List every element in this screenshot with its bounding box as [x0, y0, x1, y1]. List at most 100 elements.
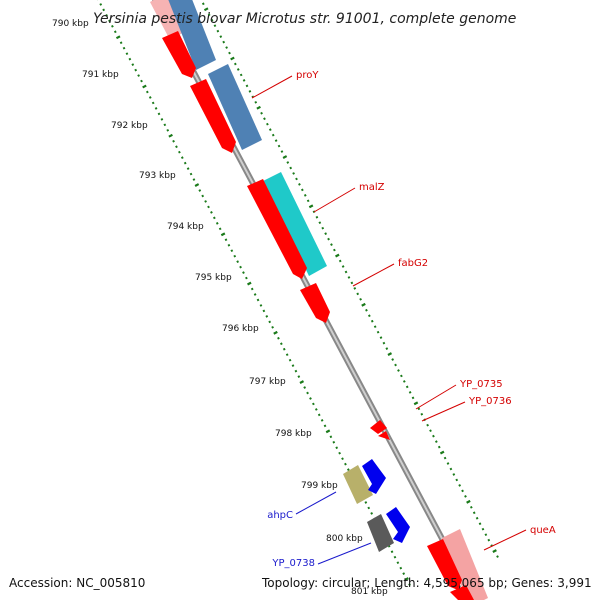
gene-arrow-YP_0738[interactable]	[386, 507, 410, 543]
gene-label-ahpc[interactable]: ahpC	[267, 510, 293, 521]
steelblue-feature-1[interactable]	[166, 0, 216, 70]
inner-tick-mark	[303, 386, 307, 389]
inner-tick-mark	[227, 243, 231, 247]
outer-tick-mark	[455, 478, 459, 482]
gene-label-yp_0738[interactable]: YP_0738	[271, 558, 315, 569]
pink-feature-queA[interactable]	[442, 529, 488, 600]
inner-tick-mark	[108, 19, 111, 23]
steelblue-feature-2[interactable]	[208, 64, 262, 150]
outer-tick-mark	[487, 538, 491, 542]
outer-tick-mark	[274, 139, 278, 142]
outer-tick-mark	[466, 499, 471, 504]
tick-label: 795 kbp	[195, 273, 232, 283]
outer-tick-mark	[382, 341, 386, 345]
outer-tick-mark	[333, 248, 336, 252]
inner-tick-mark	[239, 265, 242, 269]
feature-track-reverse	[343, 459, 410, 552]
outer-tick-mark	[222, 40, 226, 44]
inner-tick-mark	[113, 30, 117, 34]
outer-tick-mark	[400, 374, 403, 378]
inner-tick-mark	[273, 330, 278, 335]
outer-tick-mark	[315, 215, 319, 219]
inner-tick-mark	[402, 572, 406, 575]
outer-tick-mark	[405, 385, 409, 389]
outer-tick-mark	[201, 2, 205, 6]
inner-tick-mark	[189, 172, 193, 176]
genome-summary: Topology: circular; Length: 4,595,065 bp…	[261, 576, 592, 590]
outer-tick-mark	[481, 527, 485, 531]
inner-tick-mark	[312, 402, 315, 406]
cyan-feature-malZ[interactable]	[263, 172, 327, 276]
outer-tick-mark	[207, 13, 211, 17]
inner-tick-mark	[218, 227, 222, 231]
outer-tick-mark	[256, 105, 261, 110]
inner-tick-mark	[291, 364, 295, 367]
inner-tick-mark	[134, 68, 138, 72]
gene-leader-line	[295, 491, 337, 515]
inner-tick-mark	[145, 90, 149, 94]
inner-tick-mark	[151, 101, 155, 105]
gene-arrow-1[interactable]	[162, 31, 196, 78]
inner-tick-mark	[271, 325, 274, 329]
gene-arrow-YP_0735[interactable]	[370, 420, 387, 434]
outer-tick-mark	[225, 46, 228, 49]
gene-arrow-YP_0736[interactable]	[378, 431, 390, 440]
inner-tick-mark	[242, 271, 245, 274]
outer-tick-mark	[203, 7, 209, 12]
gene-label-proy[interactable]: proY	[296, 70, 319, 81]
gene-label-fabg2[interactable]: fabG2	[398, 258, 428, 269]
inner-tick-mark	[323, 424, 327, 428]
outer-tick-mark	[266, 122, 269, 126]
outer-tick-guide	[201, 2, 499, 558]
outer-tick-mark	[268, 128, 272, 132]
gene-arrow-queA[interactable]	[427, 539, 462, 590]
outer-tick-mark	[236, 68, 240, 71]
inner-tick-mark	[201, 194, 205, 198]
inner-tick-mark	[183, 161, 187, 165]
inner-tick-mark	[393, 555, 397, 559]
inner-tick-mark	[198, 189, 202, 192]
outer-tick-mark	[295, 177, 298, 181]
gene-leader-line	[251, 75, 293, 99]
gene-label-yp_0736[interactable]: YP_0736	[468, 396, 512, 407]
outer-tick-mark	[496, 555, 499, 558]
gene-arrow-proY[interactable]	[190, 79, 236, 153]
outer-tick-mark	[420, 412, 424, 416]
outer-tick-mark	[324, 232, 328, 236]
gene-leader-line	[317, 542, 372, 565]
outer-tick-mark	[391, 358, 395, 361]
inner-tick-mark	[332, 440, 336, 444]
tick-label: 790 kbp	[52, 19, 89, 29]
outer-tick-mark	[439, 450, 445, 455]
inner-tick-mark	[160, 118, 164, 121]
gene-label-quea[interactable]: queA	[530, 525, 556, 536]
inner-tick-mark	[325, 429, 331, 434]
outer-tick-mark	[361, 302, 366, 307]
inner-tick-mark	[175, 145, 178, 149]
gene-arrow-queA-2[interactable]	[450, 585, 474, 600]
gene-label-malz[interactable]: malZ	[359, 182, 385, 193]
gene-arrow-fabG2[interactable]	[300, 283, 330, 323]
outer-tick-mark	[449, 467, 453, 471]
feature-track-outer	[150, 0, 488, 600]
pink-feature-top[interactable]	[150, 0, 188, 40]
inner-tick-mark	[314, 408, 318, 411]
inner-tick-mark	[285, 353, 289, 357]
gene-arrow-ahpC[interactable]	[362, 459, 386, 494]
outer-tick-mark	[461, 489, 464, 493]
inner-tick-mark	[236, 260, 240, 264]
inner-tick-mark	[306, 391, 309, 395]
outer-tick-mark	[464, 495, 467, 498]
outer-tick-mark	[300, 188, 304, 192]
tick-label: 799 kbp	[301, 481, 338, 491]
inner-tick-mark	[204, 200, 207, 203]
grey-feature-YP_0738[interactable]	[367, 514, 394, 552]
inner-tick-mark	[341, 457, 344, 461]
outer-tick-mark	[248, 90, 252, 93]
outer-tick-mark	[350, 281, 354, 285]
olive-feature-ahpC[interactable]	[343, 465, 373, 504]
outer-tick-mark	[228, 51, 231, 55]
gene-label-yp_0735[interactable]: YP_0735	[459, 379, 503, 390]
gene-arrow-malZ[interactable]	[247, 179, 307, 279]
